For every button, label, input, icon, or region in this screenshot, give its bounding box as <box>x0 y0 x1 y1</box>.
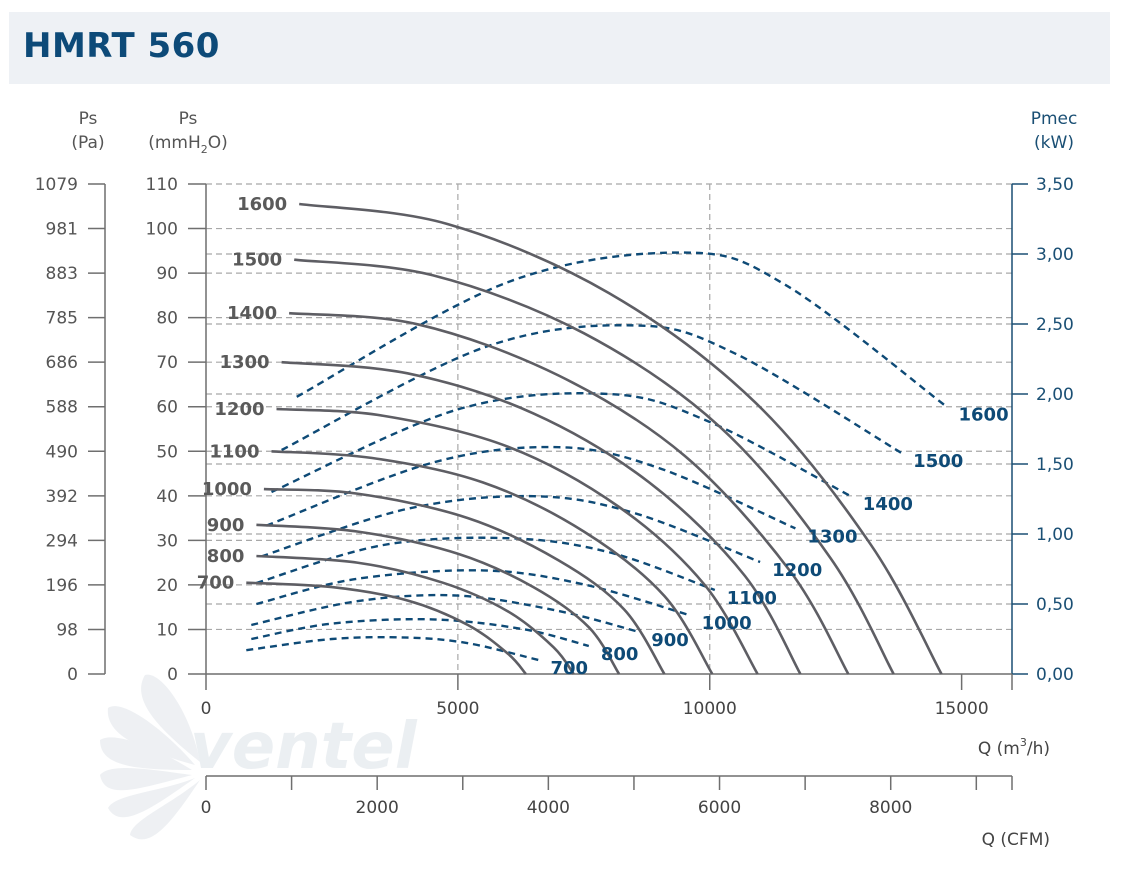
y-tick-label-mmh2o: 20 <box>156 576 178 596</box>
power-curve-900 <box>251 593 640 634</box>
y-tick-label-power: 1,50 <box>1036 455 1074 475</box>
title-bar: HMRT 560 <box>9 12 1110 84</box>
y-tick-label-mmh2o: 60 <box>156 398 178 418</box>
y-tick-label-mmh2o: 100 <box>146 220 178 240</box>
power-curve-label-1500: 1500 <box>913 451 963 472</box>
watermark-text: ventel <box>190 710 418 784</box>
pressure-curve-label-800: 800 <box>207 546 245 567</box>
pressure-curve-1000 <box>263 487 666 675</box>
y-tick-label-mmh2o: 50 <box>156 442 178 462</box>
pressure-curve-1100 <box>271 450 714 675</box>
power-curve-label-700: 700 <box>550 658 588 679</box>
y-tick-label-pa: 588 <box>46 398 78 418</box>
power-curve-label-1000: 1000 <box>702 613 752 634</box>
pressure-curve-label-1400: 1400 <box>227 303 277 324</box>
x-axis-flow-title: Q (m3/h) <box>978 736 1050 759</box>
y-tick-label-mmh2o: 80 <box>156 309 178 329</box>
power-curve-label-1300: 1300 <box>807 526 857 547</box>
power-curve-label-1600: 1600 <box>959 405 1009 426</box>
y-tick-label-mmh2o: 90 <box>156 264 178 284</box>
y-tick-label-power: 1,00 <box>1036 525 1074 545</box>
y-tick-label-power: 2,00 <box>1036 385 1074 405</box>
pressure-curve-label-1600: 1600 <box>237 194 287 215</box>
power-curve-label-1100: 1100 <box>727 588 777 609</box>
x-axis-cfm-title: Q (CFM) <box>982 830 1050 850</box>
pressure-curve-1300 <box>281 360 802 675</box>
ventel-logo-watermark: ventel <box>100 674 418 840</box>
power-curve-1000 <box>256 569 690 617</box>
x-tick-label-cfm: 4000 <box>527 798 570 818</box>
y-tick-label-power: 0,00 <box>1036 665 1074 685</box>
pressure-curve-label-1000: 1000 <box>202 479 252 500</box>
pressure-curve-1400 <box>288 311 850 675</box>
pressure-curve-label-900: 900 <box>207 515 245 536</box>
x-tick-label-flow: 5000 <box>436 699 479 719</box>
y-tick-label-pa: 392 <box>46 487 78 507</box>
pressure-curve-label-1500: 1500 <box>232 250 282 271</box>
y-tick-label-pa: 294 <box>46 531 78 551</box>
power-curve-800 <box>251 617 590 648</box>
y-tick-label-pa: 490 <box>46 442 78 462</box>
x-tick-label-cfm: 8000 <box>869 798 912 818</box>
x-tick-label-cfm: 0 <box>201 798 212 818</box>
pressure-curve-900 <box>256 523 621 675</box>
y-tick-label-mmh2o: 70 <box>156 353 178 373</box>
power-curve-700 <box>246 635 539 662</box>
x-tick-label-flow: 0 <box>201 699 212 719</box>
y-tick-label-pa: 0 <box>67 665 78 685</box>
y-tick-label-pa: 981 <box>46 220 78 240</box>
power-curve-1300 <box>265 445 796 530</box>
y-tick-label-pa: 883 <box>46 264 78 284</box>
y-tick-label-mmh2o: 30 <box>156 531 178 551</box>
curve-labels: 700 800 900 1000 1100 1200 1300 1400 1500 1600 700… <box>197 194 1009 679</box>
pressure-curve-label-1100: 1100 <box>209 441 259 462</box>
y-axis-power-title: Pmec <box>1031 109 1078 129</box>
x-tick-label-flow: 10000 <box>683 699 737 719</box>
y-tick-label-pa: 686 <box>46 353 78 373</box>
pressure-curve-label-700: 700 <box>197 573 235 594</box>
pressure-curve-1600 <box>299 202 943 675</box>
pressure-curve-700 <box>246 581 527 675</box>
pressure-curve-label-1200: 1200 <box>214 399 264 420</box>
y-tick-label-pa: 98 <box>56 620 78 640</box>
power-curve-1500 <box>281 324 902 454</box>
y-tick-label-mmh2o: 40 <box>156 487 178 507</box>
power-curve-1600 <box>296 251 948 408</box>
power-curve-label-1200: 1200 <box>772 560 822 581</box>
pressure-curve-1500 <box>294 258 895 675</box>
x-tick-label-flow: 15000 <box>935 699 989 719</box>
power-curves <box>246 251 948 662</box>
pressure-curve-800 <box>256 554 575 675</box>
power-curve-1100 <box>256 536 716 592</box>
y-tick-label-power: 3,50 <box>1036 175 1074 195</box>
x-tick-label-cfm: 2000 <box>356 798 399 818</box>
y-tick-label-power: 0,50 <box>1036 595 1074 615</box>
grid <box>206 183 1012 674</box>
power-curve-label-1400: 1400 <box>863 494 913 515</box>
y-tick-label-pa: 785 <box>46 309 78 329</box>
power-curve-label-800: 800 <box>601 644 639 665</box>
power-curve-1200 <box>261 494 761 564</box>
page-title: HMRT 560 <box>23 26 220 66</box>
power-curve-label-900: 900 <box>651 630 689 651</box>
y-tick-label-mmh2o: 110 <box>146 175 178 195</box>
y-tick-label-power: 3,00 <box>1036 245 1074 265</box>
y-tick-label-mmh2o: 0 <box>167 665 178 685</box>
y-tick-label-pa: 196 <box>46 576 78 596</box>
x-tick-label-cfm: 6000 <box>698 798 741 818</box>
pressure-curve-label-1300: 1300 <box>219 352 269 373</box>
y-axis-pa-title: Ps <box>79 109 98 129</box>
y-tick-label-power: 2,50 <box>1036 315 1074 335</box>
pressure-curves <box>246 202 943 675</box>
pressure-curve-1200 <box>276 407 759 675</box>
y-axis-mmh2o-title: Ps <box>179 109 198 129</box>
y-axis-mmh2o-unit: (mmH2O) <box>148 133 228 156</box>
y-tick-label-pa: 1079 <box>35 175 78 195</box>
y-axis-pa-unit: (Pa) <box>71 133 104 153</box>
y-axis-power-unit: (kW) <box>1034 133 1074 153</box>
axes: 1079 981 883 785 686 588 490 392 294 196 98 0 Ps (Pa)… <box>35 109 1078 850</box>
y-tick-label-mmh2o: 10 <box>156 620 178 640</box>
